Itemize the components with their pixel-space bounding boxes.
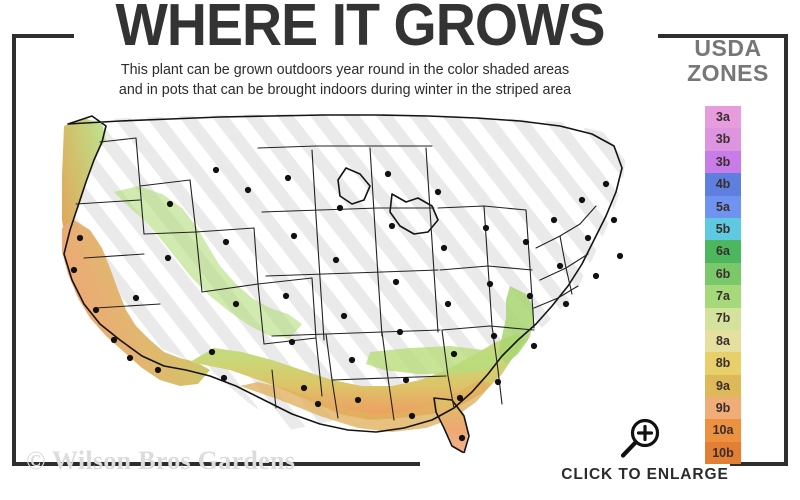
legend-swatch-4b-3: 4b — [705, 173, 741, 196]
legend-swatch-label: 4b — [715, 177, 731, 192]
legend-swatch-3b-2: 3b — [705, 150, 741, 174]
legend-swatch-5b-5: 5b — [705, 217, 741, 241]
map-graphic — [62, 114, 626, 453]
legend-title: USDA ZONES — [662, 36, 794, 86]
legend-swatch-label: 9b — [715, 401, 731, 416]
legend-swatch-label: 9a — [716, 378, 730, 393]
legend-swatch-7b-9: 7b — [705, 307, 741, 330]
subtitle-line-1: This plant can be grown outdoors year ro… — [120, 62, 570, 78]
legend-swatch-3b-1: 3b — [705, 128, 741, 151]
legend-swatch-9a-12: 9a — [705, 374, 741, 398]
legend-swatch-label: 8a — [716, 333, 730, 348]
legend-swatch-label: 5a — [716, 199, 730, 214]
legend-swatch-label: 7a — [716, 289, 730, 304]
click-to-enlarge-label[interactable]: CLICK TO ENLARGE — [561, 466, 729, 483]
subtitle-line-2: and in pots that can be brought indoors … — [118, 81, 572, 98]
map-city-dots — [70, 166, 624, 442]
frame-top-left-segment — [12, 34, 74, 38]
legend-swatch-6a-6: 6a — [705, 240, 741, 263]
legend-swatch-label: 3b — [715, 154, 731, 169]
map-state-borders — [75, 137, 597, 421]
watermark: © Wilson Bros Gardens — [26, 446, 296, 475]
legend-swatch-label: 7b — [715, 311, 731, 326]
frame-left-edge — [12, 34, 16, 466]
hardiness-map[interactable] — [40, 108, 660, 453]
legend-swatch-7a-8: 7a — [705, 285, 741, 308]
legend-swatch-label: 3b — [715, 132, 731, 147]
legend-swatch-8a-10: 8a — [705, 329, 741, 353]
legend-swatch-label: 3a — [716, 109, 730, 124]
legend-swatch-label: 10a — [712, 423, 734, 438]
legend-swatch-9b-13: 9b — [705, 397, 741, 420]
legend-title-line-1: USDA — [694, 35, 762, 61]
legend-title-line-2: ZONES — [687, 60, 769, 86]
frame-bottom-left-segment — [12, 462, 420, 466]
page-title: WHERE IT GROWS — [115, 0, 605, 58]
frame-top-right-segment — [658, 34, 788, 38]
legend-swatch-3a-0: 3a — [705, 106, 741, 129]
legend-swatch-label: 8b — [715, 356, 731, 371]
legend-swatch-8b-11: 8b — [705, 352, 741, 375]
legend-swatch-label: 10b — [712, 445, 734, 460]
frame-right-edge — [784, 34, 788, 466]
legend-swatch-label: 6b — [715, 266, 731, 281]
legend-swatch-10a-14: 10a — [705, 419, 741, 442]
subtitle: This plant can be grown outdoors year ro… — [40, 61, 650, 100]
legend-swatch-10b-15: 10b — [705, 441, 741, 465]
usda-zone-legend: 3a 3b 3b 4b 5a 5b 6a 6b 7a 7b 8a 8b 9a 9b 10a 10b — [705, 106, 741, 465]
legend-swatch-6b-7: 6b — [705, 262, 741, 286]
legend-swatch-5a-4: 5a — [705, 195, 741, 218]
magnifier-plus-icon[interactable] — [618, 418, 664, 460]
legend-swatch-label: 6a — [716, 244, 730, 259]
frame-bottom-right-segment — [730, 462, 788, 466]
legend-swatch-label: 5b — [715, 221, 731, 236]
